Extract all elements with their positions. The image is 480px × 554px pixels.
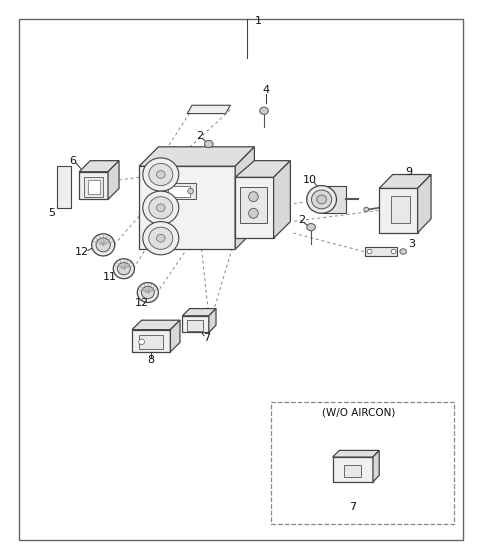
Polygon shape bbox=[79, 172, 108, 199]
Polygon shape bbox=[365, 247, 397, 256]
Polygon shape bbox=[322, 186, 346, 213]
Ellipse shape bbox=[391, 249, 396, 254]
Text: 9: 9 bbox=[406, 167, 412, 177]
Bar bbox=[187, 320, 203, 331]
Polygon shape bbox=[182, 316, 209, 332]
Ellipse shape bbox=[149, 163, 173, 186]
Polygon shape bbox=[373, 450, 379, 482]
Polygon shape bbox=[235, 161, 290, 177]
Ellipse shape bbox=[307, 224, 315, 231]
Ellipse shape bbox=[149, 227, 173, 249]
Ellipse shape bbox=[317, 195, 326, 204]
Bar bbox=[84, 177, 103, 197]
Bar bbox=[240, 187, 267, 223]
Bar bbox=[391, 196, 410, 223]
Text: 2: 2 bbox=[298, 216, 305, 225]
Bar bbox=[139, 335, 163, 349]
Polygon shape bbox=[235, 177, 274, 238]
Text: 12: 12 bbox=[74, 247, 89, 257]
Ellipse shape bbox=[312, 190, 332, 209]
Ellipse shape bbox=[156, 171, 165, 178]
Text: 7: 7 bbox=[349, 502, 356, 512]
Ellipse shape bbox=[367, 249, 372, 254]
Ellipse shape bbox=[163, 188, 168, 194]
Ellipse shape bbox=[260, 107, 268, 114]
Ellipse shape bbox=[204, 141, 213, 148]
Polygon shape bbox=[132, 320, 180, 330]
Bar bbox=[345, 465, 361, 477]
Polygon shape bbox=[108, 161, 119, 199]
Ellipse shape bbox=[156, 204, 165, 212]
Bar bbox=[87, 179, 100, 193]
Text: 6: 6 bbox=[70, 156, 76, 166]
Ellipse shape bbox=[149, 197, 173, 219]
Text: 2: 2 bbox=[196, 131, 203, 141]
Ellipse shape bbox=[139, 339, 144, 345]
Text: 11: 11 bbox=[102, 272, 117, 282]
Text: 4: 4 bbox=[263, 85, 270, 95]
Polygon shape bbox=[209, 309, 216, 332]
Polygon shape bbox=[139, 147, 254, 166]
Polygon shape bbox=[57, 166, 71, 208]
Polygon shape bbox=[379, 175, 431, 188]
Text: 7: 7 bbox=[203, 334, 210, 343]
Text: 8: 8 bbox=[148, 355, 155, 365]
Ellipse shape bbox=[143, 191, 179, 224]
Polygon shape bbox=[182, 309, 216, 316]
Text: 12: 12 bbox=[135, 298, 149, 308]
Ellipse shape bbox=[92, 234, 115, 256]
Polygon shape bbox=[379, 188, 418, 233]
Polygon shape bbox=[418, 175, 431, 233]
Ellipse shape bbox=[249, 208, 258, 218]
Polygon shape bbox=[170, 320, 180, 352]
Ellipse shape bbox=[364, 207, 369, 212]
Ellipse shape bbox=[307, 186, 336, 213]
Text: 1: 1 bbox=[255, 16, 262, 26]
Ellipse shape bbox=[249, 192, 258, 202]
Polygon shape bbox=[333, 450, 379, 457]
Ellipse shape bbox=[137, 283, 158, 302]
Polygon shape bbox=[132, 330, 170, 352]
Text: 10: 10 bbox=[302, 175, 317, 185]
Polygon shape bbox=[139, 166, 235, 249]
Text: 3: 3 bbox=[408, 239, 415, 249]
Ellipse shape bbox=[156, 234, 165, 242]
Ellipse shape bbox=[188, 188, 193, 194]
Text: 5: 5 bbox=[48, 208, 55, 218]
Ellipse shape bbox=[96, 238, 110, 252]
Polygon shape bbox=[274, 161, 290, 238]
Bar bbox=[159, 183, 196, 199]
Polygon shape bbox=[333, 457, 373, 482]
Polygon shape bbox=[187, 105, 230, 114]
Polygon shape bbox=[235, 147, 254, 249]
Ellipse shape bbox=[113, 259, 134, 279]
Text: (W/O AIRCON): (W/O AIRCON) bbox=[322, 408, 395, 418]
Bar bbox=[271, 402, 454, 524]
Polygon shape bbox=[79, 161, 119, 172]
Ellipse shape bbox=[117, 263, 130, 275]
Ellipse shape bbox=[143, 158, 179, 191]
Ellipse shape bbox=[143, 222, 179, 255]
Ellipse shape bbox=[400, 249, 407, 254]
Ellipse shape bbox=[142, 286, 155, 299]
Bar bbox=[166, 186, 190, 197]
